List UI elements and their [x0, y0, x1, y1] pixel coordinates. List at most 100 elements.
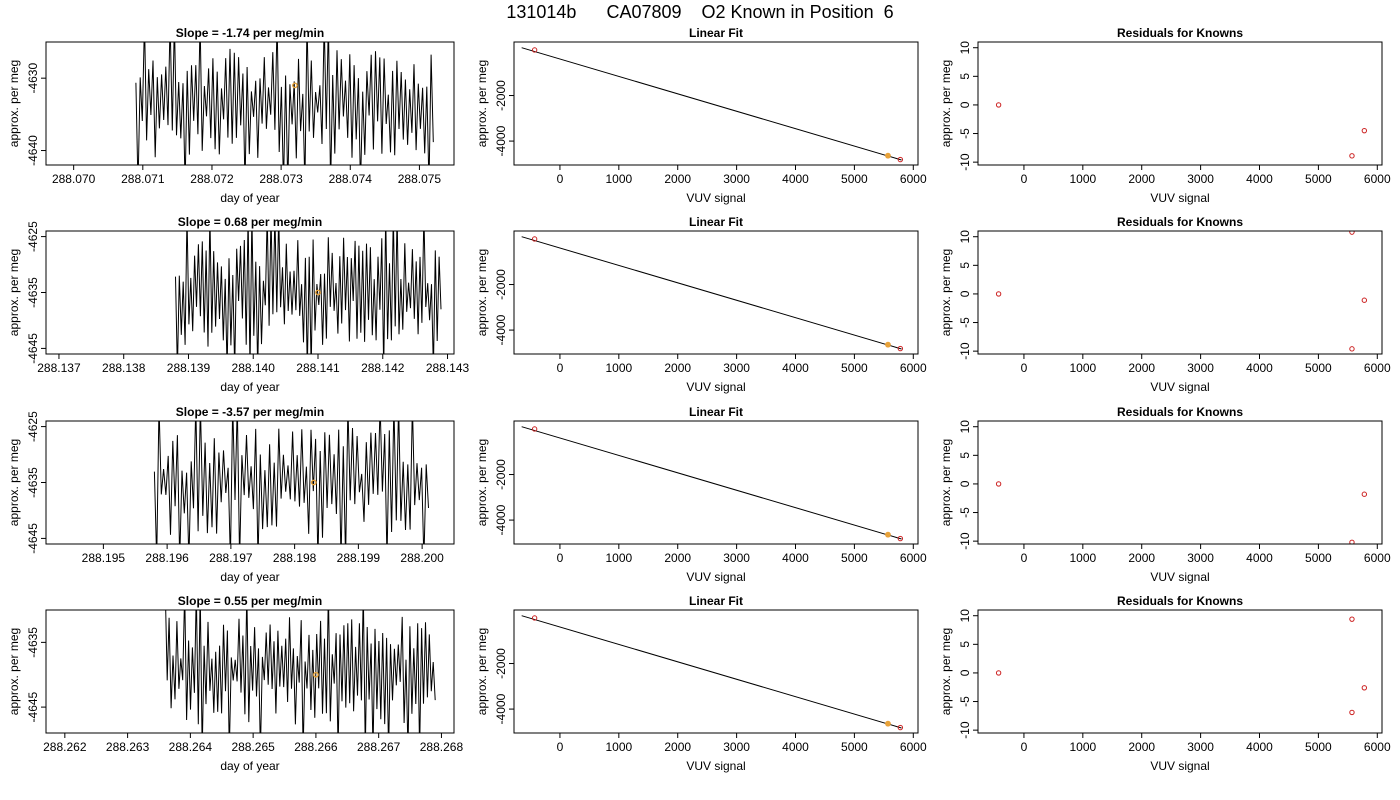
x-tick-label: 6000: [1364, 740, 1391, 754]
x-tick-label: 5000: [1305, 361, 1332, 375]
x-axis-label: VUV signal: [1150, 759, 1209, 773]
x-tick-label: 288.070: [52, 172, 96, 186]
x-tick-label: 288.267: [357, 740, 401, 754]
x-tick-label: 288.138: [102, 361, 146, 375]
x-tick-label: 288.071: [121, 172, 165, 186]
x-tick-label: 288.264: [169, 740, 213, 754]
y-tick-label: -10: [958, 342, 972, 360]
x-tick-label: 4000: [782, 172, 809, 186]
plot-frame: [977, 41, 1383, 166]
x-tick-label: 1000: [605, 361, 632, 375]
y-tick-label: -4000: [494, 504, 508, 535]
chart-title: Slope = 0.68 per meg/min: [178, 215, 322, 229]
residual-point: [995, 481, 1002, 487]
x-tick-label: 6000: [1364, 172, 1391, 186]
y-tick-label: -4640: [26, 135, 40, 166]
x-tick-label: 0: [557, 551, 564, 565]
y-tick-label: -4000: [494, 693, 508, 724]
chart-panel-residuals-row-2: Residuals for Knowns 0 1000 2000 3000 4000 500…: [939, 215, 1391, 394]
residual-point: [1349, 539, 1355, 544]
x-tick-label: 2000: [1128, 172, 1155, 186]
chart-panel-residuals-row-4: Residuals for Knowns 0 1000 2000 3000 4000 500…: [939, 594, 1391, 773]
x-tick-label: 1000: [605, 551, 632, 565]
chart-panel-linear-fit-row-1: Linear Fit 0 1000 2000 3000 4000 5000 6000 -4000…: [475, 26, 927, 205]
mean-marker: [313, 671, 319, 678]
y-tick-label: -2000: [494, 269, 508, 300]
x-axis-label: VUV signal: [1150, 570, 1209, 584]
highlight-point: [885, 341, 891, 348]
y-tick-label: -5: [958, 507, 972, 518]
x-tick-label: 4000: [782, 551, 809, 565]
plot-frame: [45, 41, 455, 166]
y-tick-label: -2000: [494, 459, 508, 490]
y-tick-label: 0: [958, 101, 972, 108]
x-tick-label: 3000: [1187, 361, 1214, 375]
residual-point: [1349, 346, 1355, 352]
y-tick-label: -4635: [26, 627, 40, 658]
chart-panel-time-series-row-1: Slope = -1.74 per meg/min 288.070 288.071 2…: [7, 26, 455, 205]
x-axis-label: VUV signal: [686, 380, 745, 394]
x-tick-label: 3000: [1187, 172, 1214, 186]
fit-line: [521, 236, 902, 350]
x-tick-label: 1000: [605, 172, 632, 186]
chart-panel-linear-fit-row-4: Linear Fit 0 1000 2000 3000 4000 5000 6000 -4000…: [475, 594, 927, 773]
residual-point: [1361, 297, 1368, 303]
y-tick-label: 5: [958, 641, 972, 648]
data-point: [531, 236, 538, 242]
residual-point: [1349, 231, 1355, 235]
x-tick-label: 1000: [1069, 551, 1096, 565]
residual-point: [1361, 685, 1368, 691]
y-tick-label: -4645: [26, 333, 40, 364]
y-tick-label: 0: [958, 480, 972, 487]
x-tick-label: 0: [1021, 172, 1028, 186]
x-tick-label: 0: [1021, 361, 1028, 375]
y-tick-label: -4645: [26, 691, 40, 722]
x-axis-label: day of year: [220, 191, 279, 205]
x-tick-label: 288.262: [43, 740, 87, 754]
x-tick-label: 4000: [1246, 740, 1273, 754]
y-tick-label: -4000: [494, 125, 508, 156]
x-tick-label: 5000: [841, 172, 868, 186]
y-axis-label: approx. per meg: [475, 249, 489, 336]
x-tick-label: 5000: [1305, 172, 1332, 186]
y-tick-label: 0: [958, 669, 972, 676]
y-tick-label: 5: [958, 452, 972, 459]
x-tick-label: 3000: [723, 361, 750, 375]
plot-frame: [513, 420, 919, 545]
y-tick-label: -4625: [26, 221, 40, 252]
chart-title: Residuals for Knowns: [1117, 594, 1243, 608]
fit-line: [521, 426, 902, 540]
x-tick-label: 288.074: [329, 172, 373, 186]
data-point: [897, 724, 904, 731]
x-tick-label: 288.265: [231, 740, 275, 754]
y-axis-label: approx. per meg: [7, 60, 21, 147]
highlight-point: [885, 152, 891, 159]
x-tick-label: 4000: [1246, 361, 1273, 375]
chart-panel-linear-fit-row-2: Linear Fit 0 1000 2000 3000 4000 5000 6000 -4000…: [475, 215, 927, 394]
x-tick-label: 288.197: [209, 551, 253, 565]
y-tick-label: -5: [958, 128, 972, 139]
y-axis-label: approx. per meg: [475, 628, 489, 715]
chart-panel-linear-fit-row-3: Linear Fit 0 1000 2000 3000 4000 5000 6000 -4000…: [475, 405, 927, 584]
y-tick-label: 5: [958, 73, 972, 80]
x-axis-label: VUV signal: [686, 191, 745, 205]
y-axis-label: approx. per meg: [7, 439, 21, 526]
y-tick-label: -10: [958, 721, 972, 739]
x-tick-label: 288.195: [82, 551, 126, 565]
x-axis-label: day of year: [220, 759, 279, 773]
x-tick-label: 288.139: [167, 361, 211, 375]
x-tick-label: 5000: [841, 740, 868, 754]
plot-frame: [513, 41, 919, 166]
x-tick-label: 2000: [664, 740, 691, 754]
time-series-trace: [165, 610, 436, 733]
chart-panel-time-series-row-2: Slope = 0.68 per meg/min 288.137 288.138 28…: [7, 215, 470, 394]
x-tick-label: 1000: [1069, 361, 1096, 375]
x-tick-label: 288.196: [145, 551, 189, 565]
x-tick-label: 0: [557, 172, 564, 186]
x-tick-label: 5000: [1305, 740, 1332, 754]
x-tick-label: 2000: [1128, 361, 1155, 375]
highlight-point: [885, 531, 891, 538]
plot-frame: [977, 230, 1383, 355]
mean-marker: [315, 289, 321, 296]
x-axis-label: VUV signal: [1150, 191, 1209, 205]
